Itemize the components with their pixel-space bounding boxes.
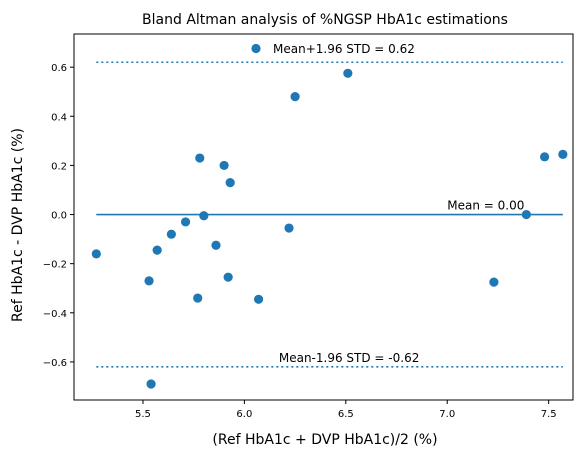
data-point bbox=[92, 249, 101, 258]
x-tick-label: 5.5 bbox=[135, 409, 151, 420]
data-point bbox=[540, 152, 549, 161]
data-point bbox=[558, 150, 567, 159]
data-point bbox=[224, 273, 233, 282]
data-point bbox=[291, 92, 300, 101]
y-tick-label: −0.4 bbox=[43, 309, 67, 320]
y-tick-label: 0.2 bbox=[51, 161, 67, 172]
y-tick-label: 0.4 bbox=[51, 112, 67, 123]
data-point bbox=[181, 217, 190, 226]
data-point bbox=[343, 69, 352, 78]
mean-label: Mean = 0.00 bbox=[447, 199, 524, 213]
y-tick-label: 0.6 bbox=[51, 63, 67, 74]
data-point bbox=[489, 277, 498, 286]
data-point bbox=[193, 293, 202, 302]
data-point bbox=[284, 223, 293, 232]
legend-marker bbox=[251, 44, 260, 53]
data-point bbox=[220, 161, 229, 170]
chart-title: Bland Altman analysis of %NGSP HbA1c est… bbox=[142, 12, 508, 28]
data-point bbox=[144, 276, 153, 285]
x-tick-label: 7.5 bbox=[541, 409, 557, 420]
y-axis-label: Ref HbA1c - DVP HbA1c (%) bbox=[10, 128, 26, 322]
data-point bbox=[146, 379, 155, 388]
y-tick-label: −0.2 bbox=[43, 260, 67, 271]
y-tick-label: −0.6 bbox=[43, 358, 67, 369]
x-tick-label: 6.0 bbox=[236, 409, 252, 420]
lower-limit-label: Mean-1.96 STD = -0.62 bbox=[279, 351, 419, 365]
y-tick-label: 0.0 bbox=[51, 211, 67, 222]
data-point bbox=[167, 230, 176, 239]
data-point bbox=[153, 246, 162, 255]
data-point bbox=[254, 295, 263, 304]
x-tick-label: 6.5 bbox=[338, 409, 354, 420]
data-point bbox=[226, 178, 235, 187]
data-point bbox=[211, 241, 220, 250]
data-point bbox=[199, 211, 208, 220]
x-tick-label: 7.0 bbox=[439, 409, 455, 420]
legend-label: Mean+1.96 STD = 0.62 bbox=[273, 42, 415, 56]
data-point bbox=[195, 153, 204, 162]
x-axis-label: (Ref HbA1c + DVP HbA1c)/2 (%) bbox=[212, 432, 437, 448]
